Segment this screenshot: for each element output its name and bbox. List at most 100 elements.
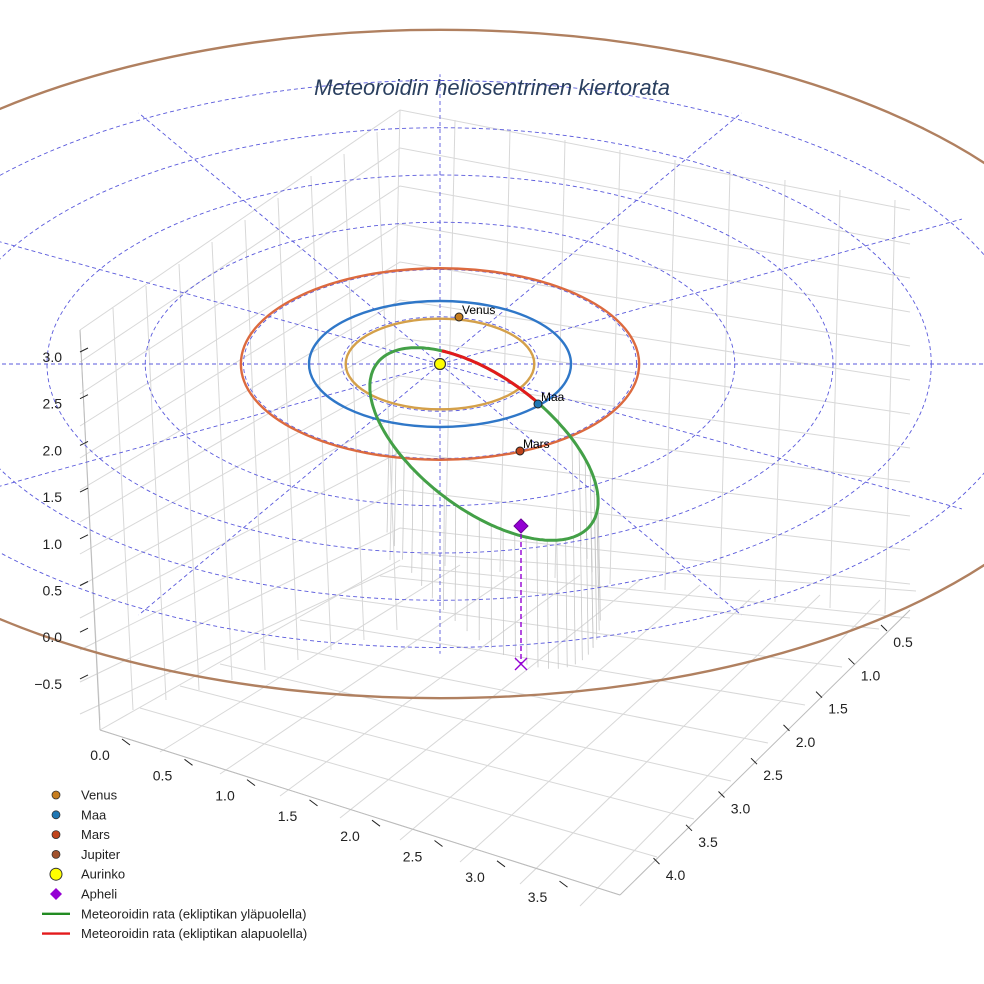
x-tick-mark (121, 738, 131, 746)
grid-line (79, 375, 911, 555)
grid-line (339, 597, 843, 668)
grid-line (499, 129, 511, 573)
z-tick-mark (79, 534, 89, 540)
grid-line (774, 179, 786, 603)
y-tick-mark (880, 624, 888, 632)
y-tick-mark (848, 657, 855, 665)
reference-spoke (439, 363, 742, 616)
grid-line (79, 489, 911, 651)
grid-line (310, 175, 332, 651)
grid-line (376, 131, 398, 631)
legend-item-3-marker (51, 850, 61, 859)
grid-line (159, 564, 461, 753)
grid-line (79, 261, 911, 459)
grid-line (79, 185, 911, 395)
drop-line (421, 478, 424, 586)
legend-item-4-marker (49, 867, 63, 881)
point-apheli (513, 518, 529, 534)
drop-line (443, 496, 445, 611)
y-tick-mark (685, 824, 693, 832)
legend-item-2-marker (51, 830, 61, 839)
legend-item-5-marker (50, 888, 62, 900)
x-axis-line (99, 729, 621, 896)
grid-line (79, 413, 911, 587)
point-aurinko (433, 357, 447, 371)
legend-item-0-marker (51, 790, 61, 800)
grid-line (444, 119, 456, 567)
grid-line (389, 109, 401, 561)
reference-spoke (0, 241, 441, 365)
grid-line (419, 553, 917, 592)
reference-spoke (439, 112, 742, 365)
drop-line (573, 536, 576, 665)
aphelion-projection-marker (514, 657, 528, 671)
x-tick-label: 1.0 (215, 788, 235, 804)
z-tick-label: 1.5 (43, 489, 63, 505)
grid-line (79, 147, 911, 363)
point-venus (454, 312, 464, 322)
grid-line (219, 569, 521, 775)
x-tick-label: 2.0 (340, 828, 360, 844)
legend-item-3-label: Jupiter (81, 847, 121, 862)
y-tick-label: 2.0 (796, 734, 816, 750)
ecliptic-reference-grid (0, 74, 984, 654)
grid-line (79, 337, 911, 523)
drop-line (386, 439, 390, 533)
meteoroid-orbit-below (441, 349, 539, 404)
planet-orbits (0, 28, 984, 700)
point-label-maa: Maa (541, 390, 565, 404)
x-tick-label: 0.5 (153, 767, 173, 783)
y-tick-label: 0.5 (893, 634, 913, 650)
grid-line (79, 299, 911, 491)
drop-line (578, 448, 582, 546)
y-axis-line (619, 609, 911, 896)
drop-line (590, 524, 594, 648)
meteoroid-orbit (368, 346, 600, 671)
orbit-maa (307, 299, 573, 429)
x-tick-mark (184, 758, 193, 766)
drop-line (596, 511, 600, 631)
drop-line (546, 540, 549, 669)
grid-line (829, 189, 841, 609)
axis-box-grid (79, 109, 917, 907)
legend-item-2-label: Mars (81, 827, 110, 842)
point-label-mars: Mars (523, 437, 550, 451)
z-tick-label: 1.0 (43, 536, 63, 552)
grid-line (139, 707, 658, 858)
z-tick-label: 0.5 (43, 583, 63, 599)
z-tick-mark (79, 627, 89, 633)
z-tick-mark (79, 487, 89, 493)
reference-spoke (138, 112, 441, 365)
point-label-venus: Venus (462, 303, 495, 317)
x-tick-label: 2.5 (403, 849, 423, 865)
z-tick-mark (79, 440, 89, 446)
y-tick-label: 3.0 (731, 801, 751, 817)
grid-line (79, 223, 911, 427)
drop-lines (386, 438, 601, 669)
grid-line (277, 197, 299, 661)
x-tick-label: 3.0 (465, 869, 485, 885)
orbit-mars (239, 267, 641, 461)
orbit-jupiter (0, 28, 984, 700)
grid-line (79, 527, 911, 683)
grid-line (343, 153, 365, 641)
grid-line (579, 599, 881, 907)
drop-line (594, 518, 598, 640)
grid-line (112, 307, 134, 711)
grid-line (79, 565, 911, 715)
y-tick-mark (653, 857, 660, 865)
grid-line (519, 594, 821, 885)
drop-line (565, 539, 568, 668)
z-tick-mark (79, 347, 89, 353)
x-tick-label: 0.0 (90, 747, 110, 763)
y-tick-mark (750, 757, 758, 765)
grid-line (259, 641, 769, 744)
drop-line (580, 533, 583, 661)
z-tick-mark (79, 394, 89, 400)
y-tick-label: 3.5 (698, 834, 718, 850)
grid-line (79, 109, 911, 331)
y-tick-label: 2.5 (763, 767, 783, 783)
z-tick-label: 3.0 (43, 349, 63, 365)
legend-item-5-label: Apheli (81, 887, 117, 902)
